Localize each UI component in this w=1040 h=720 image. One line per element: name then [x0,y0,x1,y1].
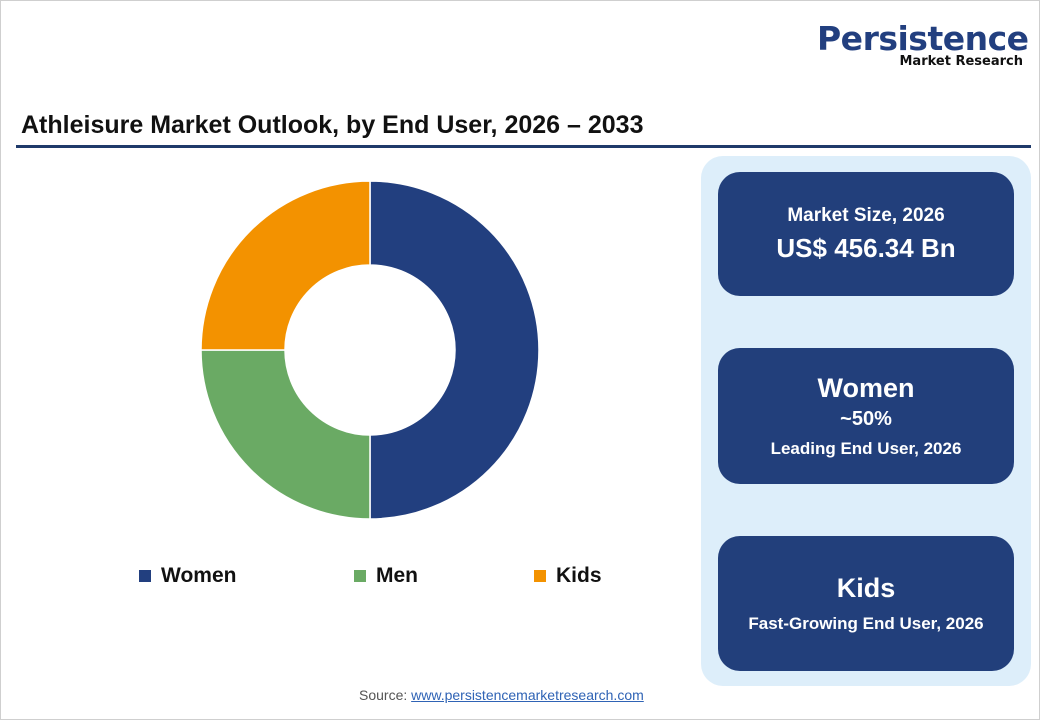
legend-label: Women [161,564,237,587]
legend-swatch [534,570,546,582]
legend-label: Men [376,564,418,587]
card-label: Fast-Growing End User, 2026 [748,614,984,633]
card-title: Kids [836,573,896,603]
fast-growing-card: Kids Fast-Growing End User, 2026 [718,536,1014,671]
title-divider [16,145,1031,148]
market-size-card: Market Size, 2026 US$ 456.34 Bn [718,172,1014,296]
source-label: Source: [359,687,408,703]
card-value: US$ 456.34 Bn [776,232,956,263]
legend-item-women: Women [139,564,236,588]
card-label: Market Size, 2026 [787,204,945,226]
card-title: Women [817,373,915,403]
leading-segment-card: Women ~50% Leading End User, 2026 [718,348,1014,484]
donut-slice-kids [200,180,371,351]
legend-item-kids: Kids [534,564,602,588]
donut-slice-men [200,349,371,520]
card-value: ~50% [840,408,892,430]
chart-title: Athleisure Market Outlook, by End User, … [21,111,644,139]
donut-chart [200,180,540,520]
source-note: Source: www.persistencemarketresearch.co… [359,687,644,703]
legend-swatch [354,570,366,582]
source-link[interactable]: www.persistencemarketresearch.com [411,687,644,703]
legend-item-men: Men [354,564,418,588]
legend-label: Kids [556,564,602,587]
legend-swatch [139,570,151,582]
logo: Persistence [817,19,1029,58]
card-label: Leading End User, 2026 [770,439,962,458]
logo-subtitle: Market Research [899,54,1024,69]
donut-slice-women [369,180,540,520]
